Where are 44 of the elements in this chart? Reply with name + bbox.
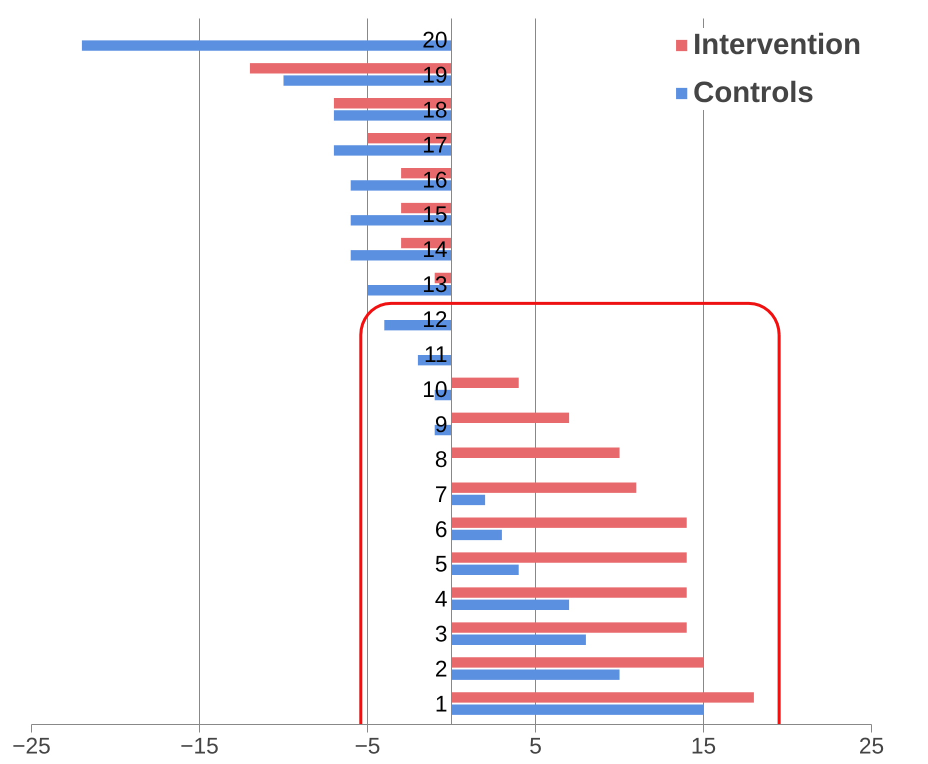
y-tick-label: 3 (434, 620, 448, 647)
y-tick-label: 13 (422, 271, 448, 298)
legend-label: Intervention (693, 28, 861, 62)
y-tick-label: 7 (434, 480, 448, 507)
y-tick-label: 19 (422, 61, 448, 88)
y-tick-label: 1 (434, 690, 448, 717)
y-tick-label: 16 (422, 166, 448, 192)
y-tick-label: 10 (422, 376, 448, 402)
y-tick-label: 18 (422, 96, 448, 122)
bar (452, 494, 486, 506)
bar (452, 517, 687, 528)
y-tick-label: 15 (422, 201, 448, 228)
bar (452, 669, 620, 680)
bar (452, 600, 570, 610)
y-tick-label: 14 (422, 236, 448, 262)
bar (452, 622, 687, 633)
x-tick-label: 5 (529, 732, 542, 758)
bar (452, 552, 687, 563)
bar (452, 482, 636, 493)
y-tick-label: 4 (434, 586, 448, 612)
x-tick-label: 25 (858, 732, 884, 758)
y-tick-label: 20 (422, 26, 448, 52)
y-tick-label: 6 (434, 516, 448, 542)
bar (452, 634, 586, 645)
bar (452, 692, 754, 703)
bar (452, 587, 687, 598)
x-tick-label: −25 (12, 732, 51, 758)
x-tick-label: 15 (690, 732, 716, 758)
bar (452, 704, 704, 715)
y-tick-label: 17 (422, 131, 448, 158)
bar (452, 530, 502, 540)
x-tick-label: −5 (354, 732, 380, 758)
bar (452, 657, 704, 668)
y-tick-label: 8 (434, 446, 448, 472)
legend-label: Controls (693, 76, 814, 110)
y-tick-label: 2 (434, 656, 448, 682)
y-tick-label: 5 (434, 550, 448, 577)
y-tick-label: 12 (422, 306, 448, 332)
bar (452, 448, 620, 458)
bar (452, 378, 519, 388)
bar (452, 564, 519, 576)
x-tick-label: −15 (180, 732, 219, 758)
y-tick-label: 9 (434, 410, 448, 437)
bar (452, 412, 570, 424)
